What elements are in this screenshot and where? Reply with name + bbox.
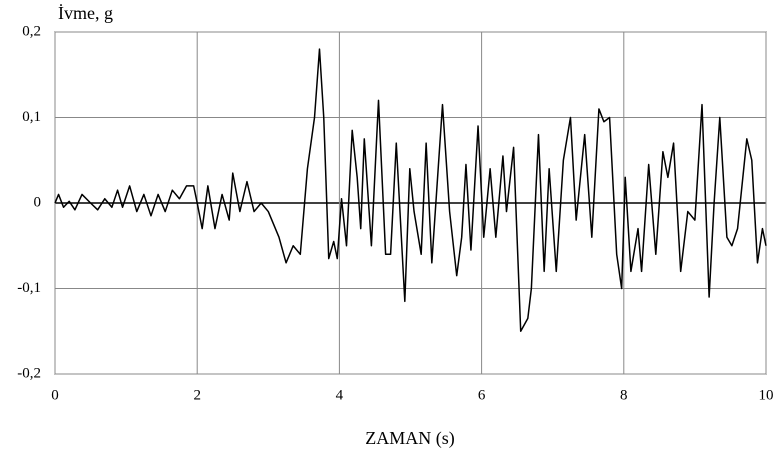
x-tick-label: 6 [478, 387, 486, 403]
x-axis-label: ZAMAN (s) [365, 428, 455, 449]
x-tick-label: 10 [759, 387, 774, 403]
y-tick-label: -0,1 [17, 280, 41, 296]
y-axis-label: İvme, g [58, 3, 113, 23]
y-tick-label: -0,2 [17, 365, 41, 381]
x-tick-label: 4 [336, 387, 344, 403]
y-tick-label: 0 [34, 194, 42, 210]
data-line [54, 48, 767, 332]
x-tick-label: 2 [193, 387, 201, 403]
x-tick-label: 0 [51, 387, 59, 403]
y-tick-label: 0,1 [22, 109, 41, 125]
x-tick-label: 8 [620, 387, 628, 403]
y-tick-label: 0,2 [22, 23, 41, 39]
